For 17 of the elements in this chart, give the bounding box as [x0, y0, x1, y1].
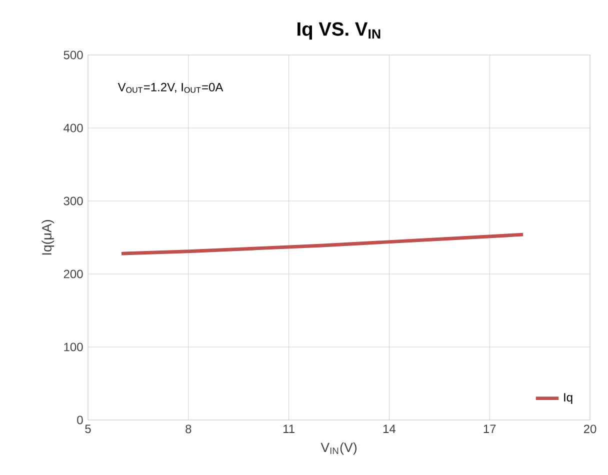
y-tick-label: 100: [64, 342, 83, 352]
x-tick-label: 5: [85, 424, 91, 434]
legend-label: Iq: [564, 393, 572, 404]
chart-title: Iq VS. V$_{IN}$: [298, 22, 380, 40]
x-tick-label: 11: [283, 424, 294, 433]
y-axis-title: Iq(μA): [42, 220, 54, 255]
y-tick-label: 200: [64, 270, 83, 278]
x-tick-label: 8: [186, 424, 192, 434]
x-tick-label: 14: [383, 424, 396, 433]
y-tick-label: 300: [64, 196, 83, 206]
y-tick-label: 400: [64, 124, 83, 132]
x-tick-label: 17: [484, 424, 496, 433]
y-tick-label: 0: [77, 416, 83, 424]
x-axis-title: V$_{IN}$(V): [320, 442, 357, 455]
annotation: V$_{OUT}$=1.2V, I$_{OUT}$=0A: [118, 82, 224, 93]
y-tick-label: 500: [64, 50, 83, 60]
x-tick-label: 20: [584, 424, 596, 434]
